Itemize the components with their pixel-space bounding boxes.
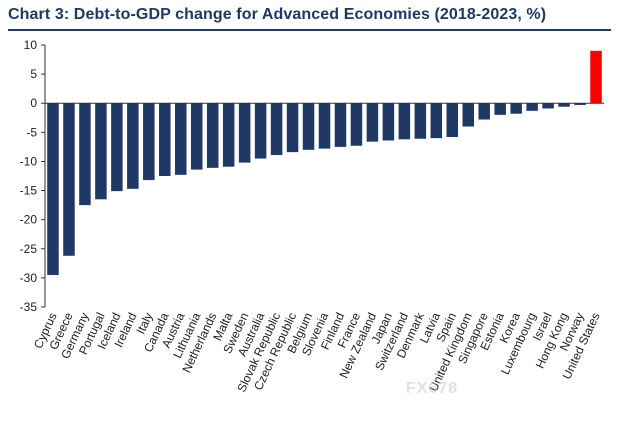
bar-greece <box>63 103 75 256</box>
bar-luxembourg <box>526 103 538 111</box>
bar-czech-republic <box>286 103 299 153</box>
bar-slovenia <box>318 103 331 149</box>
bar-italy <box>143 103 155 181</box>
y-tick-label: -35 <box>20 300 38 314</box>
watermark-logo: FX678 <box>406 380 459 397</box>
bar-united-kingdom <box>462 103 474 127</box>
y-tick-label: -30 <box>20 271 38 285</box>
bar-finland <box>334 103 347 147</box>
bar-israel <box>542 103 554 109</box>
bar-japan <box>382 103 395 141</box>
chart-title: Chart 3: Debt-to-GDP change for Advanced… <box>8 6 547 23</box>
bar-new-zealand <box>366 103 379 142</box>
bar-slovak-republic <box>270 103 283 156</box>
bar-canada <box>159 103 171 176</box>
bar-cyprus <box>47 103 59 275</box>
bar-austria <box>175 103 187 175</box>
y-tick-label: 0 <box>30 96 37 110</box>
bar-iceland <box>111 103 123 192</box>
bar-denmark <box>414 103 427 139</box>
bar-korea <box>510 103 522 114</box>
y-tick-label: -15 <box>20 184 38 198</box>
bar-singapore <box>478 103 490 120</box>
bar-estonia <box>494 103 506 115</box>
bar-portugal <box>95 103 107 200</box>
y-axis: 10 5 0 -5 -10 -15 -20 -25 -30 -35 <box>20 38 46 314</box>
bar-ireland <box>127 103 139 189</box>
bar-lithuania <box>190 103 203 170</box>
bar-hong-kong <box>558 103 570 107</box>
bar-sweden <box>238 103 251 163</box>
y-tick-label: 5 <box>30 67 37 81</box>
bar-norway <box>574 103 586 105</box>
bar-spain <box>446 103 459 137</box>
bar-germany <box>79 103 91 206</box>
y-tick-label: -20 <box>20 213 38 227</box>
y-tick-label: -10 <box>20 154 38 168</box>
x-axis-labels: CyprusGreeceGermanyPortugalIcelandIrelan… <box>31 309 603 394</box>
y-tick-label: -25 <box>20 242 38 256</box>
bar-belgium <box>302 103 315 150</box>
bar-netherlands <box>206 103 219 168</box>
bar-australia <box>254 103 267 159</box>
y-tick-label: -5 <box>26 125 37 139</box>
bar-malta <box>222 103 235 167</box>
bar-france <box>350 103 363 146</box>
bars-group <box>47 50 602 275</box>
bar-switzerland <box>398 103 411 140</box>
bar-united-states <box>590 50 602 104</box>
title-divider <box>8 29 611 31</box>
bar-latvia <box>430 103 443 139</box>
y-tick-label: 10 <box>24 38 38 52</box>
